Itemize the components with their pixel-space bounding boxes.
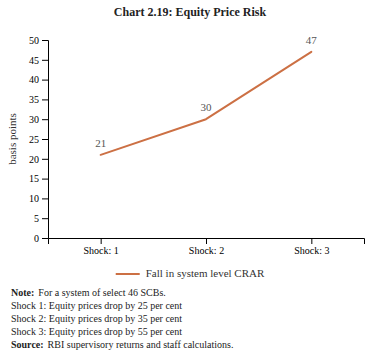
x-tick-label: Shock: 2: [189, 245, 224, 256]
data-label: 21: [95, 137, 106, 149]
y-label: basis points: [6, 113, 18, 165]
note: Shock 2: Equity prices drop by 35 per ce…: [11, 313, 182, 324]
y-tick-mark: [42, 179, 48, 180]
y-tick-mark: [42, 159, 48, 160]
x-tick-mark: [101, 238, 102, 244]
chart: Chart 2.19: Equity Price Risk 0 5 10 15 20 25 3…: [0, 0, 380, 359]
y-tick-label: 35: [29, 94, 39, 105]
y-tick-mark: [42, 40, 48, 41]
x-tick-label: Shock: 1: [84, 245, 119, 256]
legend-swatch: [116, 273, 140, 275]
y-tick: 50: [29, 35, 48, 46]
y-tick-mark: [42, 119, 48, 120]
y-tick-label: 50: [29, 35, 39, 46]
line: [101, 52, 312, 155]
data-labels: 21 30 47: [95, 34, 317, 149]
y-tick: 5: [34, 213, 48, 224]
x-tick: Shock: 1: [84, 238, 119, 256]
legend-label: Fall in system level CRAR: [146, 267, 265, 279]
y-tick-label: 0: [34, 233, 39, 244]
data-label: 47: [306, 34, 318, 46]
legend: Fall in system level CRAR: [116, 267, 265, 279]
x-axis: Shock: 1 Shock: 2 Shock: 3: [49, 238, 365, 256]
y-tick: 40: [29, 74, 48, 85]
y-axis-line: [42, 41, 49, 239]
x-tick-mark: [206, 238, 207, 244]
y-tick-mark: [42, 99, 48, 100]
x-tick-mark: [311, 238, 312, 244]
y-tick-label: 45: [29, 55, 39, 66]
y-tick-mark: [42, 198, 48, 199]
y-tick: 20: [29, 154, 48, 165]
y-tick-mark: [42, 218, 48, 219]
y-tick-label: 40: [29, 74, 39, 85]
title: Chart 2.19: Equity Price Risk: [114, 5, 267, 19]
x-axis-line: [49, 239, 365, 245]
y-tick-mark: [42, 238, 48, 239]
plot: 05101520253035404550Shock: 1Shock: 2Shoc…: [29, 34, 365, 256]
y-tick-label: 20: [29, 154, 39, 165]
y-tick: 10: [29, 193, 48, 204]
note-text: RBI supervisory returns and staff calcul…: [48, 339, 234, 350]
note-text: For a system of select 46 SCBs.: [38, 287, 166, 298]
y-tick: 30: [29, 114, 48, 125]
note: Shock 1: Equity prices drop by 25 per ce…: [11, 300, 182, 311]
y-tick: 15: [29, 173, 48, 184]
y-tick-mark: [42, 80, 48, 81]
y-tick-label: 5: [34, 213, 39, 224]
y-tick: 35: [29, 94, 48, 105]
note-label: Note:: [11, 287, 34, 298]
y-tick-label: 15: [29, 173, 39, 184]
note: Note: For a system of select 46 SCBs.: [11, 287, 166, 298]
note: Source: RBI supervisory returns and staff…: [11, 339, 233, 350]
data-label: 30: [201, 101, 213, 113]
y-tick: 45: [29, 55, 48, 66]
note-label: Source:: [11, 339, 44, 350]
y-tick-label: 10: [29, 193, 39, 204]
note: Shock 3: Equity prices drop by 55 per ce…: [11, 326, 182, 337]
y-tick-label: 25: [29, 134, 39, 145]
y-tick-mark: [42, 139, 48, 140]
x-tick-label: Shock: 3: [294, 245, 329, 256]
y-tick-mark: [42, 60, 48, 61]
y-tick: 0: [34, 233, 48, 244]
x-tick: Shock: 2: [189, 238, 224, 256]
x-tick: Shock: 3: [294, 238, 329, 256]
y-tick-label: 30: [29, 114, 39, 125]
notes: Note: For a system of select 46 SCBs. Shoc…: [11, 287, 233, 350]
y-tick: 25: [29, 134, 48, 145]
marks: [101, 52, 312, 155]
legend-item: Fall in system level CRAR: [116, 267, 265, 279]
y-axis: 0 5 10 15 20 25 30 35 40 45 50: [29, 35, 49, 244]
